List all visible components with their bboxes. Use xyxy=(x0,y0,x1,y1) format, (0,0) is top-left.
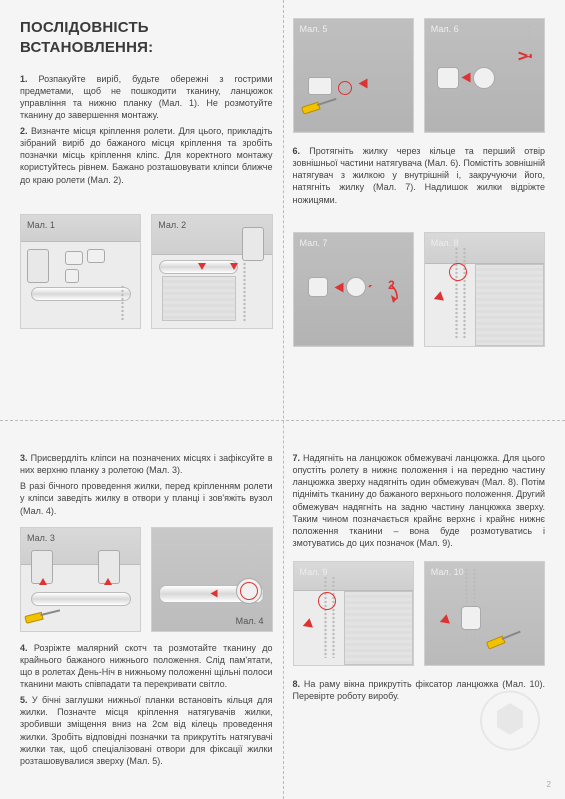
fig-8: Мал. 8 xyxy=(424,232,545,347)
step-6-num: 6. xyxy=(293,146,301,156)
step-6: 6. Протягніть жилку через кільце та перш… xyxy=(293,145,546,206)
fig-6-label: Мал. 6 xyxy=(431,23,459,35)
watermark-icon xyxy=(475,689,545,759)
quadrant-top-left: ПОСЛІДОВНІСТЬ ВСТАНОВЛЕННЯ: 1. Розпакуйт… xyxy=(20,18,273,432)
fig-3-label: Мал. 3 xyxy=(27,532,55,544)
fig-7: Мал. 7 2 xyxy=(293,232,414,347)
fig-8-label: Мал. 8 xyxy=(431,237,459,249)
fig-10-label: Мал. 10 xyxy=(431,566,464,578)
figs-row-5-6: Мал. 5 Мал. 6 xyxy=(293,18,546,133)
step-4-num: 4. xyxy=(20,643,28,653)
figs-row-1-2: Мал. 1 Мал. 2 5см xyxy=(20,214,273,329)
fig-3: Мал. 3 xyxy=(20,527,141,632)
fig-7-curve-icon xyxy=(367,285,401,305)
step-8-num: 8. xyxy=(293,679,301,689)
fig-9-label: Мал. 9 xyxy=(300,566,328,578)
fig-1-label: Мал. 1 xyxy=(27,219,55,231)
fig-10: Мал. 10 xyxy=(424,561,545,666)
figs-row-7-8: Мал. 7 2 Мал. 8 xyxy=(293,232,546,347)
page-title: ПОСЛІДОВНІСТЬ ВСТАНОВЛЕННЯ: xyxy=(20,18,273,59)
step-1-num: 1. xyxy=(20,74,28,84)
figs-row-3-4: Мал. 3 Мал. 4 xyxy=(20,527,273,632)
step-3: 3. Присвердліть кліпси на позначених міс… xyxy=(20,452,273,476)
step-4-text: Розріжте малярний скотч та розмотайте тк… xyxy=(20,643,273,689)
quadrant-top-right: Мал. 5 Мал. 6 6. Протягніть жилку через … xyxy=(293,18,546,432)
fig-2: Мал. 2 5см xyxy=(151,214,272,329)
fig-2-label: Мал. 2 xyxy=(158,219,186,231)
step-7: 7. Надягніть на ланцюжок обмежувачі ланц… xyxy=(293,452,546,549)
step-2: 2. Визначте місця кріплення ролети. Для … xyxy=(20,125,273,186)
fig-5-label: Мал. 5 xyxy=(300,23,328,35)
divider-vertical xyxy=(283,0,284,799)
step-7-text: Надягніть на ланцюжок обмежувачі ланцюжк… xyxy=(293,453,546,548)
step-1-text: Розпакуйте виріб, будьте обережні з гост… xyxy=(20,74,273,120)
fig-1: Мал. 1 xyxy=(20,214,141,329)
step-3b: В разі бічного проведення жилки, перед к… xyxy=(20,480,273,516)
figs-row-9-10: Мал. 9 Мал. 10 xyxy=(293,561,546,666)
page-number: 2 xyxy=(547,780,551,791)
step-5: 5. У бічні заглушки нижньої планки встан… xyxy=(20,694,273,767)
fig-9: Мал. 9 xyxy=(293,561,414,666)
step-3-num: 3. xyxy=(20,453,28,463)
step-6-text: Протягніть жилку через кільце та перший … xyxy=(293,146,546,205)
fig-7-label: Мал. 7 xyxy=(300,237,328,249)
step-1: 1. Розпакуйте виріб, будьте обережні з г… xyxy=(20,73,273,122)
fig-4: Мал. 4 xyxy=(151,527,272,632)
step-7-num: 7. xyxy=(293,453,301,463)
step-5-text: У бічні заглушки нижньої планки встанові… xyxy=(20,695,273,766)
fig-5: Мал. 5 xyxy=(293,18,414,133)
step-5-num: 5. xyxy=(20,695,28,705)
quadrant-bottom-left: 3. Присвердліть кліпси на позначених міс… xyxy=(20,446,273,785)
step-4: 4. Розріжте малярний скотч та розмотайте… xyxy=(20,642,273,691)
step-3-text: Присвердліть кліпси на позначених місцях… xyxy=(20,453,273,475)
step-2-num: 2. xyxy=(20,126,28,136)
step-3b-text: В разі бічного проведення жилки, перед к… xyxy=(20,481,273,515)
fig-4-label: Мал. 4 xyxy=(236,615,264,627)
fig-6: Мал. 6 xyxy=(424,18,545,133)
step-2-text: Визначте місця кріплення ролети. Для цьо… xyxy=(20,126,273,185)
divider-horizontal xyxy=(0,420,565,421)
